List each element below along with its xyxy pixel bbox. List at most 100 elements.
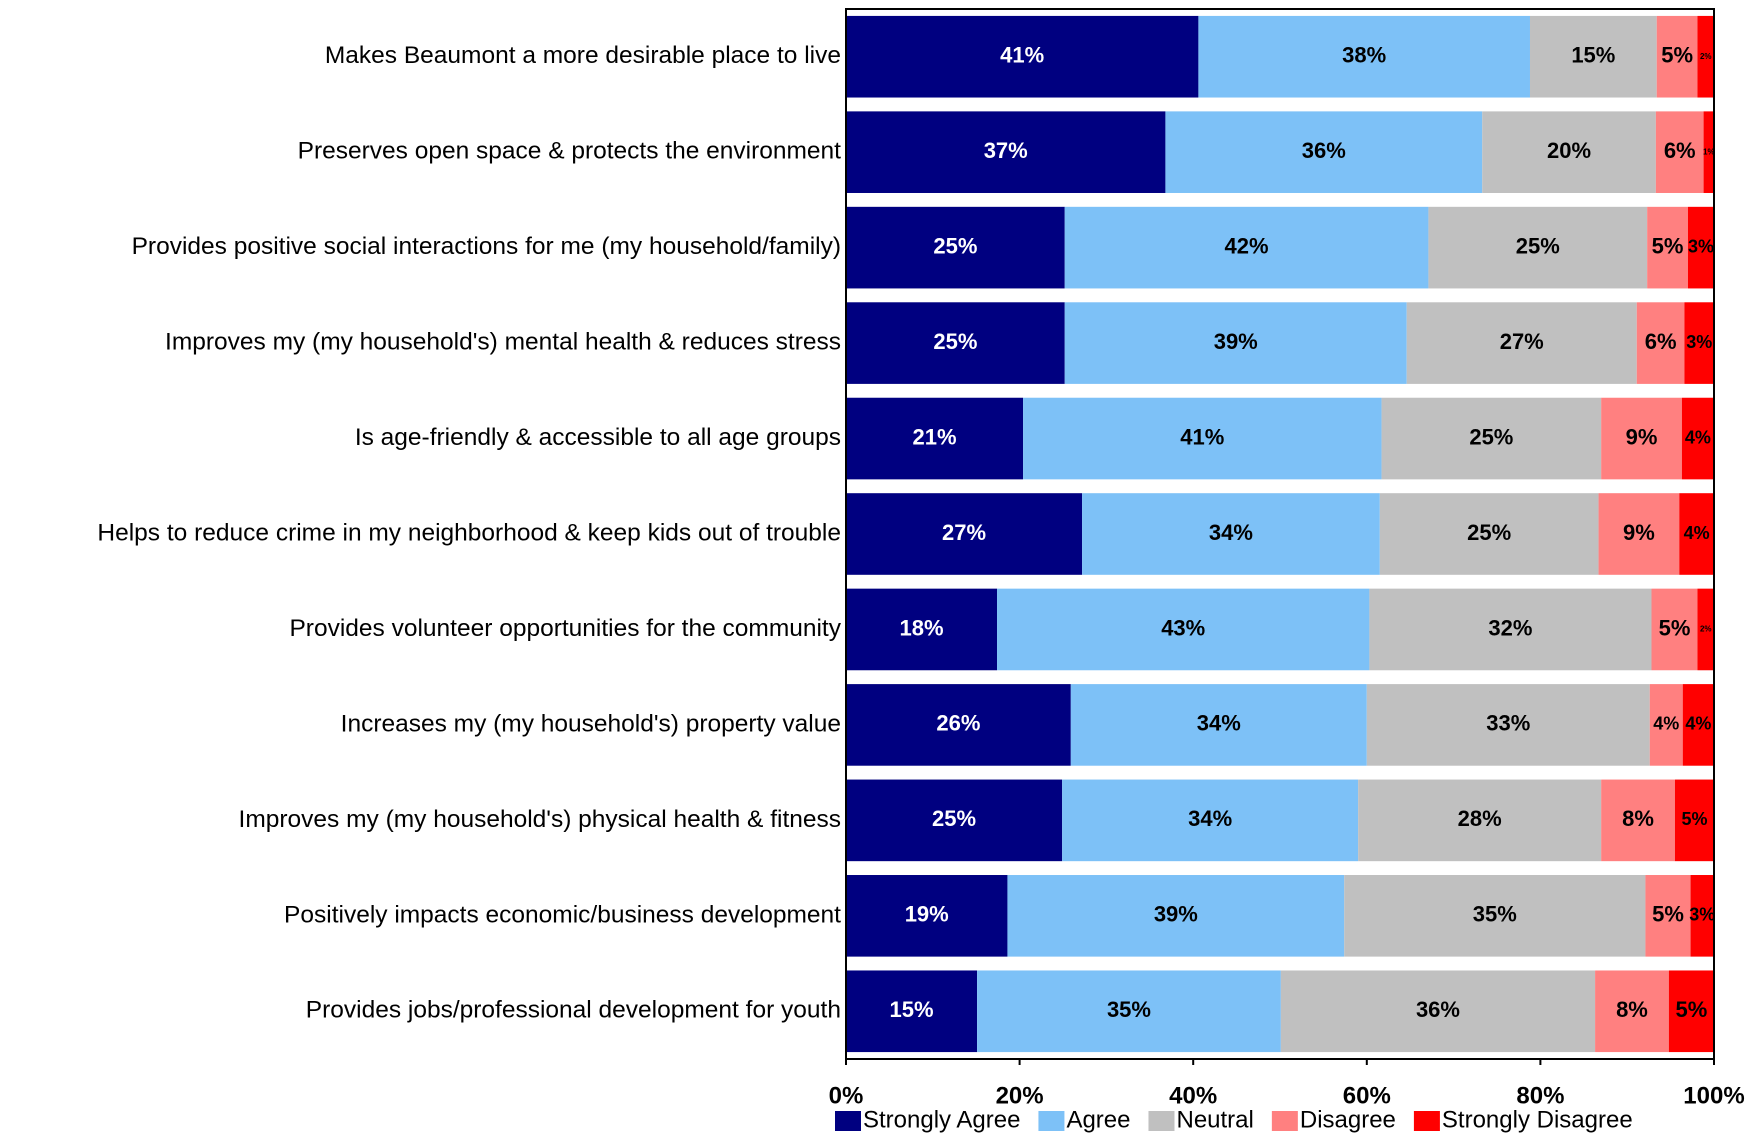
legend-label: Strongly Disagree <box>1442 1106 1633 1133</box>
category-label: Makes Beaumont a more desirable place to… <box>325 42 841 69</box>
data-label: 25% <box>1516 233 1560 258</box>
legend-label: Strongly Agree <box>863 1106 1020 1133</box>
bar-segment <box>977 970 1281 1053</box>
category-label: Helps to reduce crime in my neighborhood… <box>97 519 841 546</box>
data-label: 34% <box>1209 520 1253 545</box>
data-label: 36% <box>1416 997 1460 1022</box>
bar-segment <box>1697 15 1714 98</box>
bar-segment <box>846 111 1166 193</box>
data-label: 5% <box>1652 233 1684 258</box>
data-label: 25% <box>932 806 976 831</box>
bar-segment <box>1007 875 1345 957</box>
legend-label: Agree <box>1066 1106 1130 1133</box>
bar-segment <box>1598 493 1680 575</box>
bar-segment <box>1064 206 1429 289</box>
data-label: 36% <box>1302 138 1346 163</box>
data-label: 8% <box>1622 806 1654 831</box>
bar-segment <box>1366 684 1650 766</box>
data-label: 39% <box>1214 329 1258 354</box>
data-label: 27% <box>942 520 986 545</box>
data-label: 2% <box>1700 625 1712 634</box>
legend-label: Neutral <box>1176 1106 1253 1133</box>
bar-segment <box>846 970 978 1053</box>
data-label: 5% <box>1661 43 1693 68</box>
bar-segment <box>846 588 998 671</box>
category-label: Provides volunteer opportunities for the… <box>289 615 841 642</box>
category-label: Preserves open space & protects the envi… <box>298 138 842 165</box>
data-label: 9% <box>1623 520 1655 545</box>
bar-segment <box>1697 588 1714 671</box>
bar-segment <box>1198 15 1530 98</box>
bar-segment <box>1601 397 1682 480</box>
bar-segment <box>1645 875 1691 957</box>
data-label: 28% <box>1458 806 1502 831</box>
bar-segment <box>1681 397 1714 480</box>
data-label: 34% <box>1188 806 1232 831</box>
bar-segment <box>1023 397 1382 480</box>
bar-segment <box>1064 302 1407 384</box>
category-label: Increases my (my household's) property v… <box>341 710 841 737</box>
data-label: 20% <box>1547 138 1591 163</box>
category-label: Positively impacts economic/business dev… <box>284 901 841 928</box>
legend-swatch <box>1038 1111 1065 1131</box>
data-label: 3% <box>1688 236 1714 256</box>
data-label: 26% <box>936 711 980 736</box>
legend-label: Disagree <box>1300 1106 1396 1133</box>
x-tick-label: 0% <box>829 1082 864 1109</box>
data-label: 9% <box>1626 424 1658 449</box>
data-label: 5% <box>1659 615 1691 640</box>
bar-segment <box>1651 588 1698 671</box>
data-label: 3% <box>1686 332 1712 352</box>
bar-segment <box>1529 15 1657 98</box>
bar-segment <box>1682 684 1714 766</box>
data-label: 4% <box>1685 427 1711 447</box>
bar-segment <box>846 493 1083 575</box>
bar-segment <box>1679 493 1714 575</box>
bar-segment <box>1062 779 1359 862</box>
category-label: Improves my (my household's) mental heal… <box>165 329 841 356</box>
data-label: 1% <box>1703 147 1715 156</box>
data-label: 43% <box>1161 615 1205 640</box>
bar-segment <box>1344 875 1646 957</box>
data-label: 35% <box>1473 902 1517 927</box>
plot-border <box>845 8 1715 1060</box>
x-tick-label: 60% <box>1343 1082 1391 1109</box>
category-label: Provides positive social interactions fo… <box>132 233 841 260</box>
bar-segment <box>846 875 1008 957</box>
bar-segment <box>1379 493 1599 575</box>
data-label: 41% <box>1000 43 1044 68</box>
category-label: Is age-friendly & accessible to all age … <box>355 424 841 451</box>
bar-segment <box>1369 588 1652 671</box>
data-label: 25% <box>933 233 977 258</box>
data-label: 4% <box>1684 523 1710 543</box>
data-label: 15% <box>1571 43 1615 68</box>
bar-segment <box>1690 875 1714 957</box>
data-label: 25% <box>1469 424 1513 449</box>
data-label: 38% <box>1342 43 1386 68</box>
bar-segment <box>846 15 1199 98</box>
x-tick-label: 80% <box>1516 1082 1564 1109</box>
legend-swatch <box>835 1111 861 1131</box>
data-label: 34% <box>1197 711 1241 736</box>
bar-segment <box>1703 111 1714 193</box>
x-tick-label: 40% <box>1169 1082 1217 1109</box>
data-label: 35% <box>1107 997 1151 1022</box>
data-label: 33% <box>1486 711 1530 736</box>
data-label: 4% <box>1685 714 1711 734</box>
legend-swatch <box>1148 1111 1175 1131</box>
data-label: 41% <box>1180 424 1224 449</box>
x-tick-label: 100% <box>1683 1082 1744 1109</box>
data-label: 42% <box>1225 233 1269 258</box>
bar-segment <box>1381 397 1602 480</box>
data-label: 5% <box>1676 997 1708 1022</box>
bar-segment <box>1428 206 1648 289</box>
bar-segment <box>1358 779 1602 862</box>
data-label: 25% <box>1467 520 1511 545</box>
bar-segment <box>997 588 1370 671</box>
bar-segment <box>1674 779 1714 862</box>
data-label: 6% <box>1664 138 1696 163</box>
bar-segment <box>846 397 1024 480</box>
bar-segment <box>1280 970 1596 1053</box>
bar-segment <box>1684 302 1714 384</box>
